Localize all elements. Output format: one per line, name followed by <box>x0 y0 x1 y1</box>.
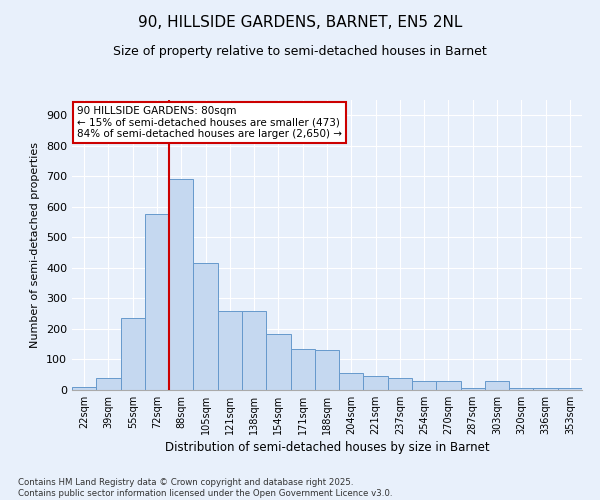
Bar <box>364 376 388 390</box>
Bar <box>121 318 145 390</box>
Bar <box>266 334 290 390</box>
Text: 90 HILLSIDE GARDENS: 80sqm
← 15% of semi-detached houses are smaller (473)
84% o: 90 HILLSIDE GARDENS: 80sqm ← 15% of semi… <box>77 106 342 139</box>
Text: 90, HILLSIDE GARDENS, BARNET, EN5 2NL: 90, HILLSIDE GARDENS, BARNET, EN5 2NL <box>138 15 462 30</box>
Bar <box>509 388 533 390</box>
Bar <box>96 378 121 390</box>
Bar <box>461 388 485 390</box>
Bar <box>242 310 266 390</box>
Bar <box>412 381 436 390</box>
Bar <box>169 180 193 390</box>
Bar <box>290 349 315 390</box>
Bar <box>436 381 461 390</box>
Bar <box>558 388 582 390</box>
Bar <box>193 264 218 390</box>
X-axis label: Distribution of semi-detached houses by size in Barnet: Distribution of semi-detached houses by … <box>164 441 490 454</box>
Text: Contains HM Land Registry data © Crown copyright and database right 2025.
Contai: Contains HM Land Registry data © Crown c… <box>18 478 392 498</box>
Bar <box>485 381 509 390</box>
Bar <box>218 310 242 390</box>
Text: Size of property relative to semi-detached houses in Barnet: Size of property relative to semi-detach… <box>113 45 487 58</box>
Bar <box>315 350 339 390</box>
Bar <box>339 373 364 390</box>
Bar <box>72 387 96 390</box>
Bar <box>533 388 558 390</box>
Bar <box>388 378 412 390</box>
Y-axis label: Number of semi-detached properties: Number of semi-detached properties <box>31 142 40 348</box>
Bar <box>145 214 169 390</box>
